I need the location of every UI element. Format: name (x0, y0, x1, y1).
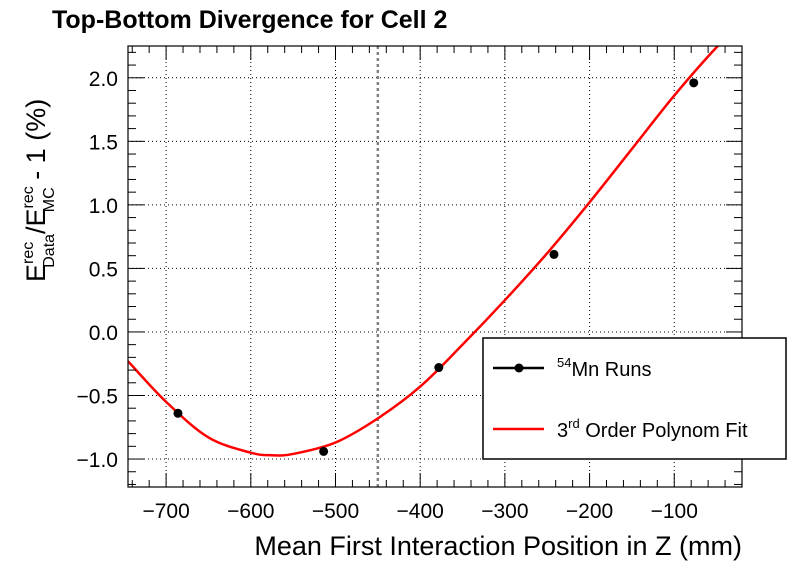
y-tick-label: 0.0 (89, 322, 118, 345)
x-tick-label: −100 (651, 500, 698, 523)
y-axis-title-sup-rec: rec (20, 242, 37, 264)
y-tick-label: −1.0 (77, 449, 118, 472)
y-tick-label: 0.5 (89, 258, 118, 281)
x-tick-label: −300 (481, 500, 528, 523)
y-tick-label: −0.5 (77, 385, 118, 408)
y-axis-title-sub-mc: MC (41, 187, 58, 212)
y-axis-title-sub-data: Data (41, 234, 58, 268)
y-axis-title-e: E (21, 264, 51, 282)
y-tick-label: 2.0 (89, 68, 118, 91)
x-tick-label: −200 (566, 500, 613, 523)
y-axis-title-sup-rec-2: rec (20, 186, 37, 208)
data-point (689, 78, 699, 88)
x-axis-title: Mean First Interaction Position in Z (mm… (254, 531, 742, 561)
legend-label-mn-runs-sup: 54 (557, 355, 571, 370)
legend-box (482, 337, 787, 460)
x-tick-label: −700 (142, 500, 189, 523)
y-axis-title-tail: - 1 (%) (21, 99, 51, 188)
data-points-layer (173, 78, 699, 456)
data-point (173, 408, 183, 418)
y-tick-label: 1.0 (89, 195, 118, 218)
x-tick-label: −400 (397, 500, 444, 523)
x-tick-label: −600 (227, 500, 274, 523)
legend: 54Mn Runs 3rd Order Polynom Fit (482, 337, 787, 460)
data-point (549, 249, 559, 259)
legend-marker-point-mn-runs (514, 363, 524, 373)
x-tick-label: −500 (312, 500, 359, 523)
legend-label-mn-runs-text: Mn Runs (571, 359, 651, 381)
data-point (434, 363, 444, 373)
y-tick-label: 1.5 (89, 131, 118, 154)
legend-label-polynom-fit: 3rd Order Polynom Fit (557, 416, 748, 442)
legend-label-polynom-fit-text: Order Polynom Fit (580, 420, 748, 442)
data-point (319, 446, 329, 456)
y-tick-labels: −1.0 −0.5 0.0 0.5 1.0 1.5 2.0 (77, 68, 118, 472)
fit-curve (128, 46, 720, 457)
y-axis-title: Erec Data/Erec MC - 1 (%) (20, 99, 58, 282)
legend-label-polynom-fit-sup: rd (568, 416, 580, 431)
fit-curve-layer (128, 46, 720, 457)
plot-frame (127, 45, 743, 488)
x-tick-labels: −700 −600 −500 −400 −300 −200 −100 (142, 500, 697, 523)
legend-label-polynom-fit-num: 3 (557, 420, 568, 442)
y-axis-title-slash-e: /E (21, 208, 51, 234)
chart-title: Top-Bottom Divergence for Cell 2 (52, 6, 447, 34)
grid-lines (128, 46, 742, 487)
legend-label-mn-runs: 54Mn Runs (557, 355, 652, 381)
